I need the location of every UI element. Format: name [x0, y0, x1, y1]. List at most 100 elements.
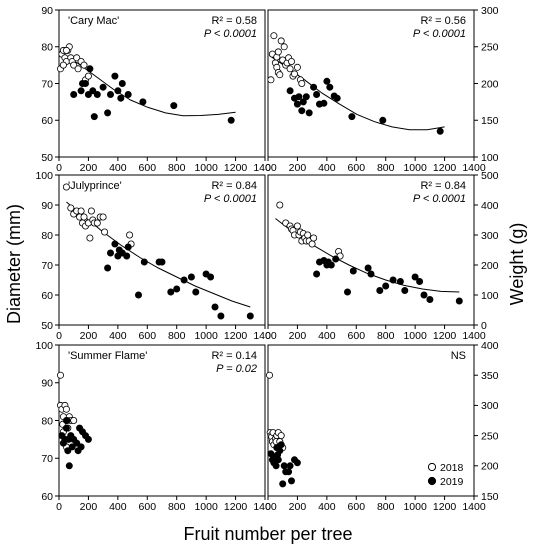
p-value-label: P = 0.02 — [216, 363, 257, 375]
data-point-2018 — [73, 54, 81, 62]
data-point-2019 — [64, 447, 72, 455]
data-point-2018 — [265, 371, 273, 379]
plot-frame — [58, 174, 266, 326]
x-tick-label: 400 — [318, 330, 336, 342]
data-point-2019 — [364, 264, 372, 272]
x-tick-label: 1400 — [253, 501, 277, 513]
y-tick-label: 150 — [481, 491, 499, 503]
data-point-2019 — [111, 72, 119, 80]
fit-curve — [275, 218, 460, 293]
data-point-2019 — [426, 295, 434, 303]
data-point-2019 — [276, 447, 284, 455]
x-tick-label: 800 — [377, 330, 395, 342]
legend-label-2019: 2019 — [440, 476, 464, 488]
x-tick-label: 600 — [348, 501, 366, 513]
r-squared-label: R² = 0.84 — [211, 180, 257, 192]
x-tick-label: 600 — [348, 330, 366, 342]
y-tick-label: 300 — [481, 5, 499, 17]
x-tick-label: 200 — [289, 501, 307, 513]
data-point-2018 — [74, 65, 82, 73]
x-tick-label: 800 — [377, 162, 395, 174]
x-tick-label: 400 — [109, 162, 127, 174]
data-point-2019 — [93, 91, 101, 99]
data-point-2019 — [401, 286, 409, 294]
x-tick-label: 1000 — [403, 501, 427, 513]
y-tick-label: 0 — [481, 320, 487, 332]
x-tick-label: 0 — [265, 330, 271, 342]
x-tick-label: 1200 — [433, 162, 457, 174]
data-point-2019 — [123, 252, 131, 260]
data-point-2019 — [107, 91, 115, 99]
y-tick-label: 350 — [481, 370, 499, 382]
data-point-2019 — [367, 270, 375, 278]
data-point-2018 — [270, 32, 278, 40]
x-tick-label: 400 — [109, 330, 127, 342]
data-point-2019 — [140, 258, 148, 266]
y-tick-label: 250 — [481, 430, 499, 442]
data-point-2019 — [111, 240, 119, 248]
y-tick-label: 50 — [41, 320, 53, 332]
plot-frame — [267, 344, 475, 497]
x-tick-label: 200 — [80, 501, 98, 513]
x-tick-label: 0 — [56, 162, 62, 174]
panel-title: 'Cary Mac' — [68, 15, 119, 27]
data-point-2019 — [455, 297, 463, 305]
data-point-2019 — [286, 462, 294, 470]
x-tick-label: 1200 — [224, 501, 248, 513]
data-point-2018 — [87, 207, 95, 215]
data-point-2019 — [389, 276, 397, 284]
x-tick-label: 400 — [109, 501, 127, 513]
y-tick-label: 100 — [35, 170, 53, 182]
panel-cary-mac-diameter: 0 200 400 600 800 1000 1200 1400 50 60 70 80 90 'Cary… — [41, 5, 277, 174]
legend: 2018 2019 — [427, 462, 464, 488]
y-tick-label: 80 — [41, 415, 53, 427]
data-point-2018 — [84, 72, 92, 80]
data-point-2018 — [304, 231, 312, 239]
data-point-2019 — [272, 462, 280, 470]
x-tick-label: 1200 — [433, 501, 457, 513]
data-point-2018 — [277, 432, 285, 440]
x-tick-label: 0 — [265, 501, 271, 513]
data-point-2019 — [286, 87, 294, 95]
data-point-2019 — [382, 282, 390, 290]
data-point-2019 — [416, 277, 424, 285]
data-point-2019 — [68, 443, 76, 451]
x-tick-label: 800 — [168, 501, 186, 513]
data-point-2019 — [167, 288, 175, 296]
x-tick-label: 1400 — [253, 330, 277, 342]
data-point-2019 — [217, 312, 225, 320]
panel-julyprince-weight: 0 200 400 600 800 1000 1200 1400010020030040050… — [265, 170, 499, 342]
legend-marker-2018 — [427, 462, 437, 472]
data-point-2019 — [117, 94, 125, 102]
data-point-2018 — [86, 234, 94, 242]
x-tick-label: 800 — [377, 501, 395, 513]
data-point-2019 — [86, 65, 94, 73]
y-tick-label: 70 — [41, 260, 53, 272]
data-point-2018 — [310, 234, 318, 242]
y-tick-label: 100 — [481, 152, 499, 164]
data-point-2018 — [62, 183, 70, 191]
data-point-2019 — [305, 109, 313, 117]
data-point-2019 — [158, 258, 166, 266]
x-tick-label: 0 — [56, 330, 62, 342]
data-point-2018 — [62, 46, 70, 54]
x-tick-label: 1400 — [462, 501, 486, 513]
data-point-2018 — [126, 231, 134, 239]
data-point-2018 — [290, 70, 298, 78]
data-point-2019 — [349, 267, 357, 275]
data-point-2019 — [280, 462, 288, 470]
y-tick-label: 70 — [41, 453, 53, 465]
data-point-2018 — [70, 416, 78, 424]
y-tick-label: 60 — [41, 290, 53, 302]
p-value-label: P < 0.0001 — [204, 193, 257, 205]
y-tick-label: 200 — [481, 260, 499, 272]
data-point-2019 — [63, 416, 71, 424]
x-tick-label: 1000 — [194, 162, 218, 174]
legend-label-2018: 2018 — [440, 462, 464, 474]
y-tick-label: 400 — [481, 340, 499, 352]
y-tick-label: 90 — [41, 378, 53, 390]
data-point-2019 — [84, 435, 92, 443]
